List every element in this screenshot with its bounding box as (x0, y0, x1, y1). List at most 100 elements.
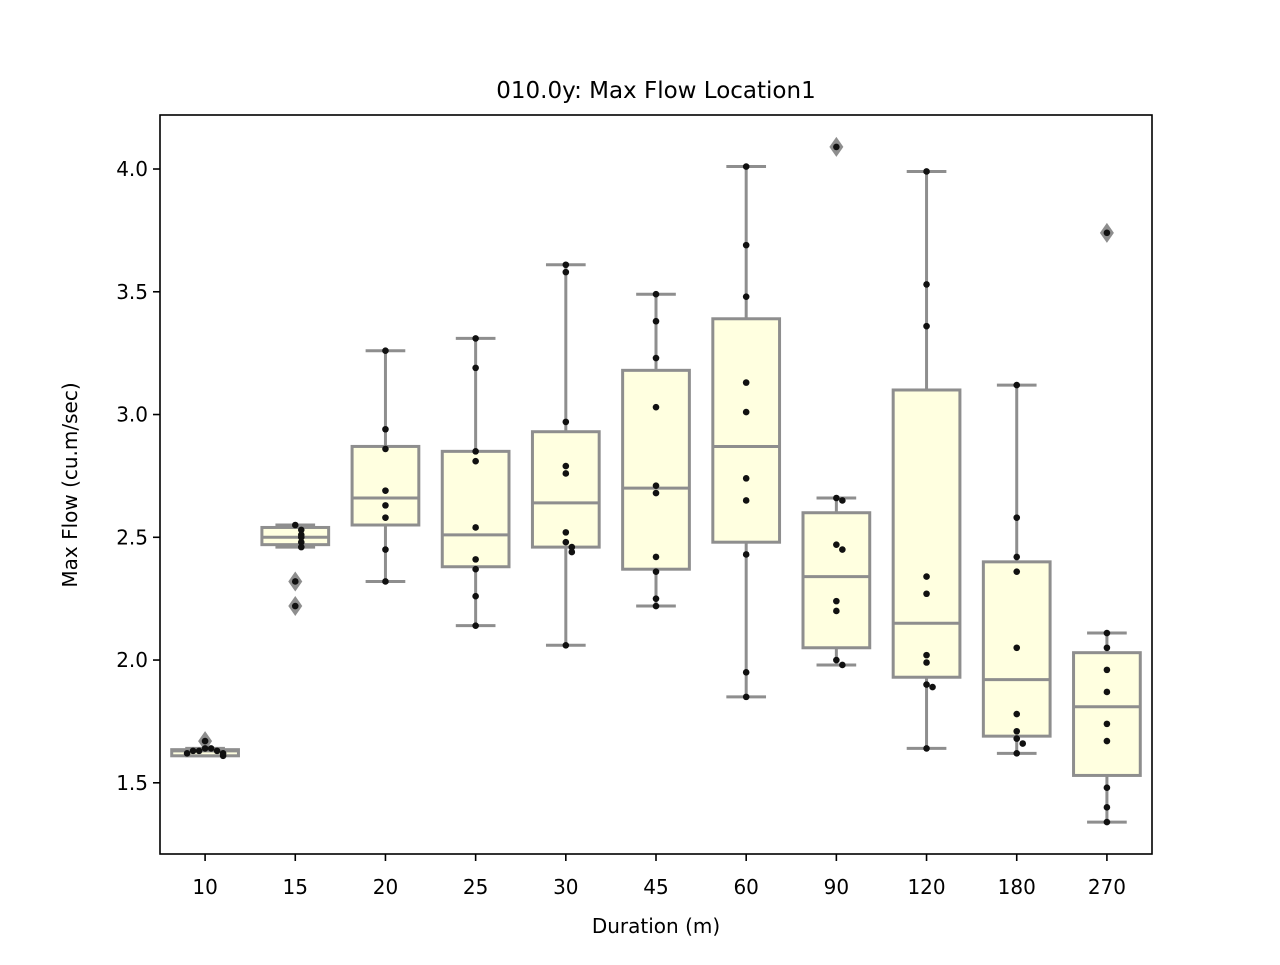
data-point (1103, 629, 1111, 637)
data-point (1103, 229, 1111, 237)
data-point (183, 750, 191, 757)
data-point (652, 602, 660, 610)
x-tick-label: 45 (643, 875, 668, 899)
data-point (652, 553, 660, 561)
x-tick-label: 120 (907, 875, 945, 899)
data-point (562, 462, 570, 470)
data-point (742, 551, 750, 558)
y-axis-label: Max Flow (cu.m/sec) (58, 382, 82, 587)
data-point (382, 514, 389, 521)
data-point (652, 482, 660, 490)
data-point (1103, 784, 1111, 792)
data-point (742, 408, 750, 416)
x-tick-label: 20 (373, 875, 398, 899)
data-point (742, 497, 750, 504)
data-point (562, 529, 570, 536)
box-iqr (711, 317, 782, 544)
data-point (833, 541, 840, 548)
data-point (472, 592, 479, 600)
y-tick-label: 2.0 (116, 648, 148, 672)
data-point (472, 565, 479, 573)
data-point (562, 268, 570, 276)
data-point (1103, 818, 1111, 826)
data-point (1019, 740, 1027, 747)
data-point (923, 590, 930, 598)
data-point (1013, 568, 1021, 575)
data-point (929, 683, 936, 691)
box-iqr (1072, 651, 1142, 777)
data-point (742, 669, 750, 676)
x-axis-label: Duration (m) (592, 914, 720, 938)
data-point (189, 747, 197, 755)
data-point (923, 651, 930, 659)
box-group-60 (711, 163, 782, 701)
box-iqr (891, 388, 962, 679)
box-iqr (621, 368, 691, 571)
data-point (833, 656, 840, 664)
data-point (839, 546, 846, 553)
box-iqr (350, 444, 421, 527)
x-tick-label: 15 (283, 875, 308, 899)
data-point (297, 538, 305, 546)
box-group-270 (1072, 222, 1142, 826)
data-point (1013, 727, 1021, 735)
data-point (652, 595, 660, 602)
data-point (201, 745, 209, 752)
data-point (1013, 735, 1021, 742)
y-tick-label: 3.5 (116, 280, 148, 304)
box-iqr (440, 449, 511, 569)
box-group-30 (530, 261, 601, 649)
data-point (1103, 666, 1111, 674)
data-point (923, 573, 930, 580)
y-tick-label: 2.5 (116, 525, 148, 549)
data-point (472, 364, 479, 372)
data-point (652, 568, 660, 575)
data-point (562, 418, 570, 426)
data-point (562, 642, 570, 649)
box-group-120 (891, 168, 962, 752)
box-group-20 (350, 347, 421, 585)
data-point (1013, 381, 1021, 389)
y-tick-label: 3.0 (116, 403, 148, 427)
data-point (568, 548, 576, 556)
x-tick-label: 10 (192, 875, 217, 899)
data-point (297, 543, 305, 551)
data-point (833, 597, 840, 605)
data-point (219, 752, 227, 760)
data-point (472, 524, 479, 531)
box-group-15 (260, 521, 331, 617)
y-axis-ticks: 1.5 2.0 2.5 3.0 3.5 4.0 (116, 157, 160, 795)
data-point (652, 317, 660, 325)
data-point (833, 607, 840, 615)
data-point (382, 546, 389, 553)
x-tick-label: 270 (1088, 875, 1126, 899)
data-point (207, 745, 215, 752)
data-point (923, 745, 930, 752)
data-point (833, 143, 840, 151)
data-point (652, 354, 660, 362)
box-group-90 (801, 136, 872, 669)
data-point (1013, 553, 1021, 561)
x-tick-label: 60 (733, 875, 758, 899)
data-point (562, 470, 570, 477)
data-point (1103, 644, 1111, 652)
data-point (472, 335, 479, 342)
y-tick-label: 4.0 (116, 157, 148, 181)
data-point (742, 163, 750, 170)
data-point (1013, 644, 1021, 652)
data-point (923, 659, 930, 666)
data-point (742, 475, 750, 482)
data-point (382, 578, 389, 585)
x-tick-label: 30 (553, 875, 578, 899)
data-point (472, 457, 479, 465)
data-point (923, 168, 930, 175)
box-group-25 (440, 335, 511, 629)
data-point (562, 261, 570, 269)
data-point (742, 379, 750, 386)
data-point (742, 693, 750, 701)
x-tick-label: 25 (463, 875, 488, 899)
box-group-10 (170, 731, 240, 760)
data-point (472, 448, 479, 455)
data-point (923, 322, 930, 330)
